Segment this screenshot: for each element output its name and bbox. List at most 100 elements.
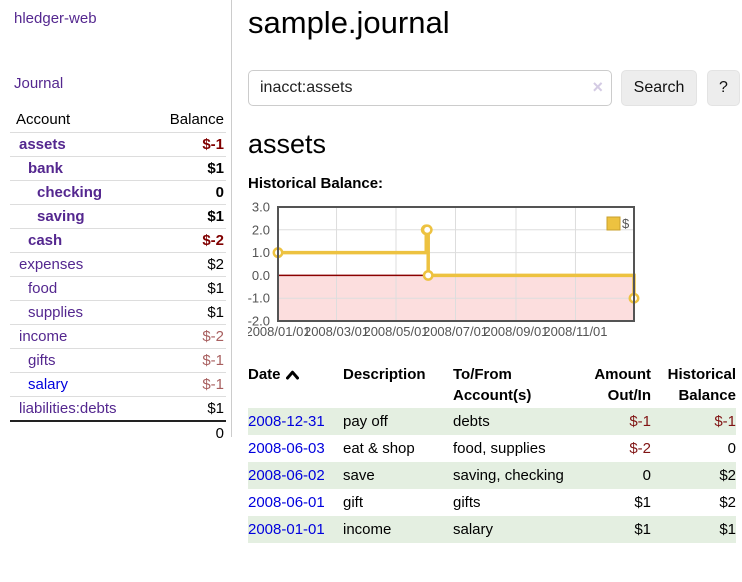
transaction-row: 2008-01-01 income salary $1 $1 (248, 516, 736, 543)
account-balance: $1 (146, 300, 226, 325)
account-link[interactable]: liabilities:debts (19, 400, 117, 417)
x-tick-label: 2008/09/01 (483, 324, 548, 339)
transaction-description: gift (343, 494, 364, 511)
register-header-description[interactable]: Description (343, 362, 453, 408)
transaction-amount: $1 (634, 494, 651, 511)
data-point-marker (422, 269, 434, 281)
transaction-description: save (343, 467, 375, 484)
account-row: saving $1 (10, 204, 226, 229)
account-balance: $1 (146, 156, 226, 181)
account-link[interactable]: checking (37, 184, 103, 201)
balance-chart-svg: 3.0 2.0 1.0 0.0 -1.0 -2.02008/01/012008/03/01… (245, 200, 640, 339)
transaction-balance: $-1 (714, 413, 736, 430)
legend-swatch (606, 216, 621, 231)
account-balance: $-2 (146, 228, 226, 253)
transaction-balance: $2 (719, 494, 736, 511)
transaction-balance: $1 (719, 521, 736, 538)
account-row: checking 0 (10, 180, 226, 205)
x-tick-label: 2008/05/01 (363, 324, 428, 339)
register-header-historical-balance[interactable]: Historical Balance (651, 362, 736, 408)
account-link[interactable]: cash (28, 232, 63, 249)
y-tick-label: -1.0 (248, 291, 270, 306)
transaction-row: 2008-06-02 save saving, checking 0 $2 (248, 462, 736, 489)
account-row: liabilities:debts $1 (10, 396, 226, 421)
transaction-description: pay off (343, 413, 388, 430)
transaction-balance: $2 (719, 467, 736, 484)
account-link[interactable]: income (19, 328, 68, 345)
transaction-amount: $-1 (629, 413, 651, 430)
sort-ascending-icon (285, 370, 299, 379)
account-link[interactable]: bank (28, 160, 64, 177)
account-link[interactable]: supplies (28, 304, 84, 321)
register-header-date[interactable]: Date (248, 362, 343, 408)
account-link[interactable]: assets (19, 136, 66, 153)
account-link[interactable]: saving (37, 208, 85, 225)
account-row: expenses $2 (10, 252, 226, 277)
transaction-row: 2008-06-03 eat & shop food, supplies $-2 0 (248, 435, 736, 462)
accounts-total-row: 0 (10, 420, 226, 445)
account-row: food $1 (10, 276, 226, 301)
transaction-row: 2008-06-01 gift gifts $1 $2 (248, 489, 736, 516)
transaction-accounts: debts (453, 413, 490, 430)
historical-balance-chart: 3.0 2.0 1.0 0.0 -1.0 -2.0 2008/01/01 2008/03/01… (245, 199, 742, 350)
register-header-label: Amount Out/In (594, 366, 651, 404)
register-table: Date Description To/From Account(s) Amount … (248, 362, 736, 543)
transaction-date-link[interactable]: 2008-12-31 (248, 413, 325, 430)
transaction-description: eat & shop (343, 440, 415, 457)
account-link[interactable]: food (28, 280, 58, 297)
account-balance: $-1 (146, 348, 226, 373)
transaction-date-link[interactable]: 2008-06-02 (248, 467, 325, 484)
account-row: gifts $-1 (10, 348, 226, 373)
search-button[interactable]: Search (621, 70, 697, 106)
accounts-header-account: Account (16, 111, 71, 128)
transaction-date-link[interactable]: 2008-01-01 (248, 521, 325, 538)
y-tick-label: -2.0 (248, 314, 270, 329)
app-title-link[interactable]: hledger-web (14, 10, 97, 27)
main-content: sample.journal × Search ? assets Histori… (245, 0, 742, 543)
account-row: salary $-1 (10, 372, 226, 397)
transaction-date-link[interactable]: 2008-06-03 (248, 440, 325, 457)
account-heading: assets (248, 129, 327, 159)
clear-search-icon[interactable]: × (592, 77, 603, 97)
register-header-label: Historical Balance (667, 366, 736, 404)
chart-title: Historical Balance: (248, 175, 384, 192)
register-header-label: To/From Account(s) (453, 366, 532, 404)
sidebar-item-journal[interactable]: Journal (14, 75, 64, 92)
account-row: supplies $1 (10, 300, 226, 325)
accounts-header-balance: Balance (169, 111, 224, 128)
register-header-to-from-account-s-[interactable]: To/From Account(s) (453, 362, 581, 408)
account-link[interactable]: expenses (19, 256, 84, 273)
transaction-description: income (343, 521, 392, 538)
transaction-date-link[interactable]: 2008-06-01 (248, 494, 325, 511)
transaction-accounts: food, supplies (453, 440, 546, 457)
y-tick-label: 0.0 (252, 268, 270, 283)
account-balance: $1 (146, 204, 226, 229)
y-tick-label: 2.0 (252, 222, 270, 237)
help-button[interactable]: ? (707, 70, 740, 106)
account-row: income $-2 (10, 324, 226, 349)
data-point-marker (421, 224, 433, 236)
transaction-amount: 0 (642, 467, 651, 484)
transaction-row: 2008-12-31 pay off debts $-1 $-1 (248, 408, 736, 435)
account-balance: 0 (146, 180, 226, 205)
account-row: assets $-1 (10, 132, 226, 157)
account-balance: $-1 (146, 372, 226, 397)
accounts-total-value: 0 (146, 420, 226, 445)
register-header-amount-out-in[interactable]: Amount Out/In (581, 362, 651, 408)
search-input[interactable] (248, 70, 612, 106)
transaction-accounts: gifts (453, 494, 481, 511)
sidebar: hledger-web Journal Account Balance asse… (0, 0, 232, 445)
accounts-table: Account Balance assets $-1 bank $1 checking 0… (10, 108, 226, 445)
transaction-amount: $-2 (629, 440, 651, 457)
page-title: sample.journal (248, 5, 450, 40)
y-tick-label: 1.0 (252, 245, 270, 260)
register-header-label: Description (343, 366, 426, 383)
search-form: × Search ? (248, 70, 742, 106)
account-balance: $-2 (146, 324, 226, 349)
account-link[interactable]: gifts (28, 352, 56, 369)
x-tick-label: 2008/03/01 (304, 324, 369, 339)
account-link[interactable]: salary (28, 376, 69, 393)
transaction-accounts: salary (453, 521, 494, 538)
register-header-label: Date (248, 366, 281, 383)
account-balance: $1 (146, 276, 226, 301)
